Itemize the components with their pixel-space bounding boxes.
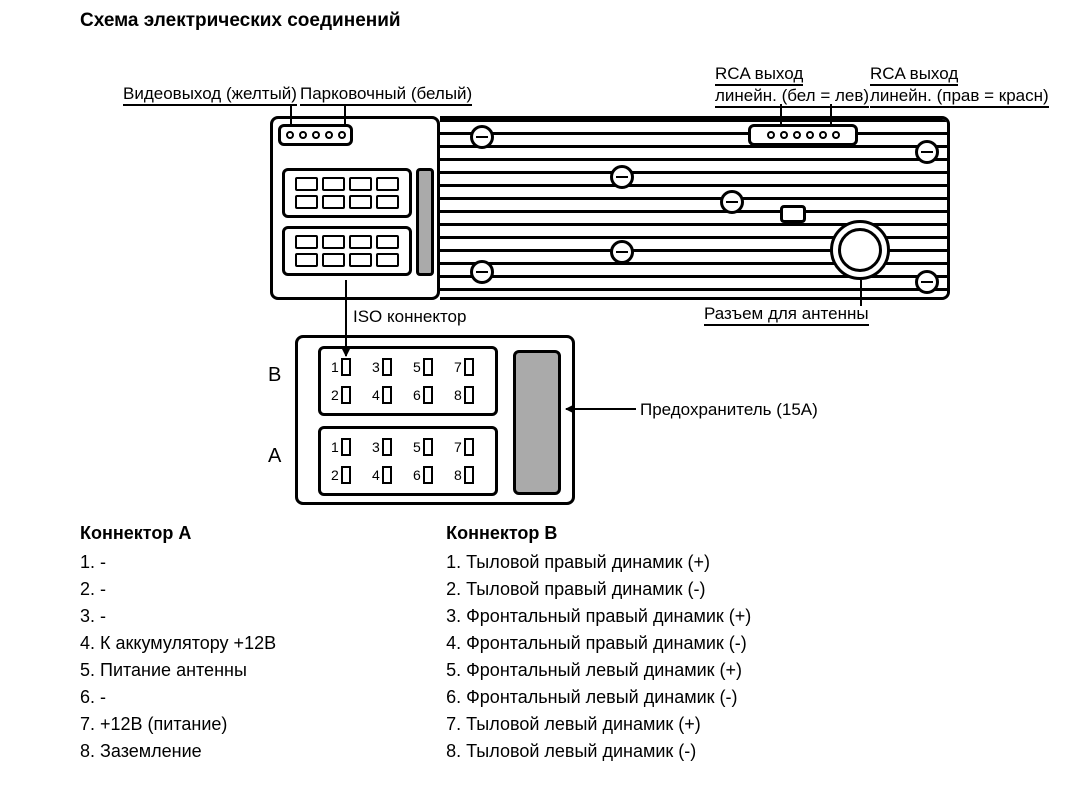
connector-lists: Коннектор А 1. -2. -3. -4. К аккумулятор…	[80, 520, 1069, 765]
label-rca-left-top: RCA выход	[715, 64, 803, 86]
iso-pin: 3	[372, 438, 403, 456]
list-item: 4. К аккумулятору +12В	[80, 630, 276, 657]
iso-pin: 2	[331, 466, 362, 484]
label-antenna-text: Разъем для антенны	[704, 304, 869, 326]
label-antenna: Разъем для антенны	[704, 304, 869, 326]
label-rca-right: RCA выход линейн. (прав = красн)	[870, 64, 1049, 108]
screw-icon	[720, 190, 744, 214]
iso-pin: 6	[413, 466, 444, 484]
list-item: 5. Питание антенны	[80, 657, 276, 684]
iso-connector-block: 13572468 13572468	[295, 335, 575, 505]
iso-pin: 7	[454, 438, 485, 456]
rca-pad-right	[748, 124, 858, 146]
leader-arrow	[566, 408, 636, 410]
screw-icon	[610, 240, 634, 264]
iso-pin: 8	[454, 466, 485, 484]
screw-icon	[470, 125, 494, 149]
fuse-slot-device	[416, 168, 434, 276]
leader-line	[780, 104, 782, 124]
label-rca-left-bot: линейн. (бел = лев)	[715, 86, 869, 108]
label-rca-left: RCA выход линейн. (бел = лев)	[715, 64, 869, 108]
list-item: 1. Тыловой правый динамик (+)	[446, 549, 751, 576]
leader-line	[860, 280, 862, 306]
screw-icon	[915, 270, 939, 294]
list-item: 3. Фронтальный правый динамик (+)	[446, 603, 751, 630]
connector-a-title: Коннектор А	[80, 520, 276, 547]
rca-pad-left	[278, 124, 353, 146]
list-item: 7. Тыловой левый динамик (+)	[446, 711, 751, 738]
leader-line	[830, 104, 832, 124]
iso-pin: 8	[454, 386, 485, 404]
fuse-slot-iso	[513, 350, 561, 495]
list-item: 8. Тыловой левый динамик (-)	[446, 738, 751, 765]
label-a: A	[268, 445, 281, 468]
iso-pin: 7	[454, 358, 485, 376]
wiring-diagram: Видеовыход (желтый) Парковочный (белый) …	[0, 40, 1069, 520]
iso-pin: 1	[331, 438, 362, 456]
iso-sub-a: 1357 2468	[318, 426, 498, 496]
iso-pin: 4	[372, 386, 403, 404]
list-item: 6. Фронтальный левый динамик (-)	[446, 684, 751, 711]
iso-pin: 5	[413, 438, 444, 456]
iso-pin: 4	[372, 466, 403, 484]
aux-jack	[780, 205, 806, 223]
list-item: 6. -	[80, 684, 276, 711]
page-title: Схема электрических соединений	[80, 10, 1069, 32]
connector-a-list: Коннектор А 1. -2. -3. -4. К аккумулятор…	[80, 520, 276, 765]
label-parking: Парковочный (белый)	[300, 84, 472, 106]
label-rca-right-bot: линейн. (прав = красн)	[870, 86, 1049, 108]
list-item: 2. -	[80, 576, 276, 603]
iso-pin: 2	[331, 386, 362, 404]
list-item: 2. Тыловой правый динамик (-)	[446, 576, 751, 603]
list-item: 7. +12В (питание)	[80, 711, 276, 738]
iso-pin: 5	[413, 358, 444, 376]
label-parking-text: Парковочный (белый)	[300, 84, 472, 106]
iso-socket-top	[282, 168, 412, 218]
label-video-out-text: Видеовыход (желтый)	[123, 84, 297, 106]
label-rca-right-top: RCA выход	[870, 64, 958, 86]
list-item: 3. -	[80, 603, 276, 630]
iso-pin: 3	[372, 358, 403, 376]
iso-socket-bottom	[282, 226, 412, 276]
antenna-jack	[830, 220, 890, 280]
leader-line	[290, 104, 292, 124]
list-item: 8. Заземление	[80, 738, 276, 765]
label-b: B	[268, 364, 281, 387]
leader-arrow	[345, 280, 347, 356]
list-item: 5. Фронтальный левый динамик (+)	[446, 657, 751, 684]
screw-icon	[470, 260, 494, 284]
screw-icon	[610, 165, 634, 189]
iso-pin: 6	[413, 386, 444, 404]
connector-b-list: Коннектор В 1. Тыловой правый динамик (+…	[446, 520, 751, 765]
iso-pin: 1	[331, 358, 362, 376]
screw-icon	[915, 140, 939, 164]
connector-b-title: Коннектор В	[446, 520, 751, 547]
label-iso-connector: ISO коннектор	[353, 307, 466, 327]
list-item: 4. Фронтальный правый динамик (-)	[446, 630, 751, 657]
label-video-out: Видеовыход (желтый)	[123, 84, 297, 106]
list-item: 1. -	[80, 549, 276, 576]
label-fuse: Предохранитель (15А)	[640, 400, 818, 420]
leader-line	[344, 104, 346, 124]
